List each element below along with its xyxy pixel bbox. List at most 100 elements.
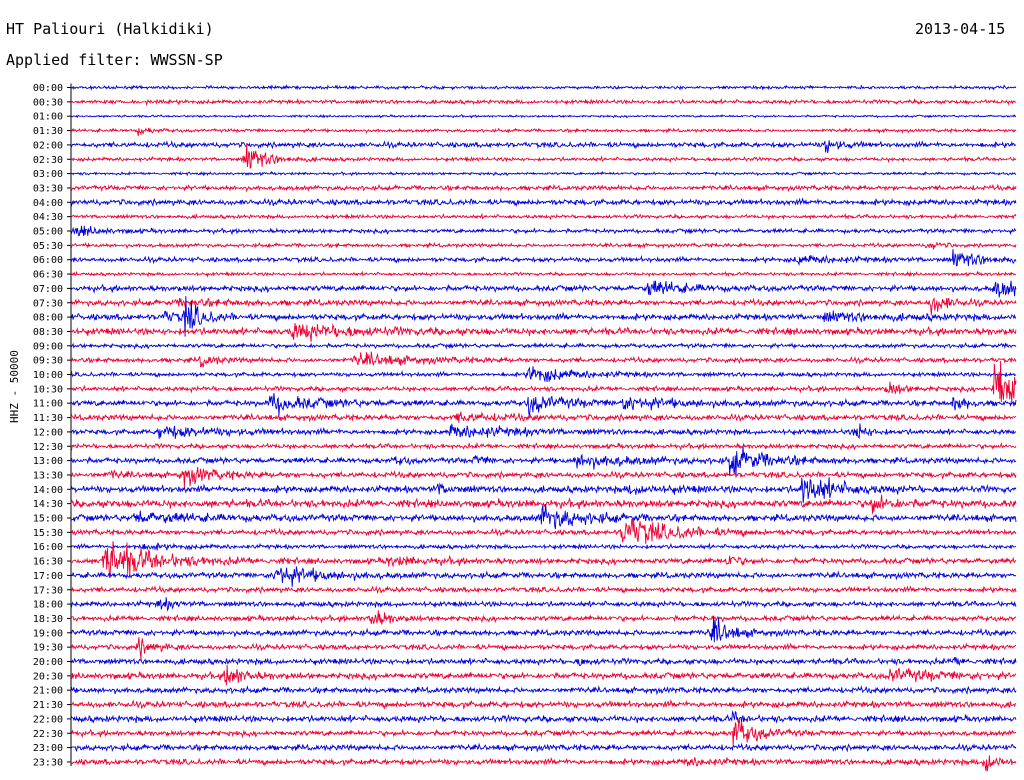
row-time-label: 22:30: [33, 729, 63, 740]
trace-row-0400: [70, 197, 1017, 208]
row-time-label: 08:00: [33, 313, 63, 324]
row-time-label: 11:00: [33, 399, 63, 410]
row-time-label: 12:00: [33, 427, 63, 438]
station-title: HT Paliouri (Halkidiki): [6, 20, 214, 38]
seismic-traces: [70, 84, 1017, 772]
trace-row-0130: [70, 127, 1017, 137]
trace-row-0100: [70, 113, 1017, 119]
row-time-label: 20:30: [33, 671, 63, 682]
row-time-label: 00:00: [33, 83, 63, 94]
trace-row-2100: [70, 685, 1017, 696]
trace-row-0800: [70, 296, 1017, 337]
trace-row-1200: [70, 423, 1017, 440]
trace-row-1530: [70, 518, 1017, 544]
row-time-label: 03:00: [33, 169, 63, 180]
row-time-label: 14:30: [33, 499, 63, 510]
trace-row-0000: [70, 84, 1017, 91]
row-time-label: 23:30: [33, 757, 63, 768]
row-time-label: 18:00: [33, 600, 63, 611]
row-time-label: 22:00: [33, 714, 63, 725]
row-time-label: 21:00: [33, 686, 63, 697]
trace-row-0300: [71, 170, 1017, 177]
trace-row-0600: [70, 249, 1017, 267]
row-time-label: 01:00: [33, 112, 63, 123]
trace-row-0200: [70, 140, 1017, 153]
trace-row-1130: [70, 411, 1017, 423]
row-time-label: 15:00: [33, 514, 63, 525]
trace-row-0630: [70, 270, 1017, 278]
row-time-label: 13:30: [33, 470, 63, 481]
row-time-label: 02:00: [33, 140, 63, 151]
trace-row-0030: [70, 97, 1017, 107]
row-time-label: 12:30: [33, 442, 63, 453]
trace-row-2000: [70, 656, 1017, 667]
row-time-label: 00:30: [33, 97, 63, 108]
row-time-label: 06:30: [33, 270, 63, 281]
row-time-label: 03:30: [33, 183, 63, 194]
trace-row-2300: [70, 742, 1017, 753]
time-axis: 00:00 00:30 01:00 01:30 02:00 02:30 03:00 03:30…: [33, 83, 72, 768]
row-time-label: 02:30: [33, 155, 63, 166]
filter-label: Applied filter: WWSSN-SP: [6, 51, 223, 69]
row-time-label: 06:00: [33, 255, 63, 266]
trace-row-2230: [70, 718, 1017, 746]
row-time-label: 09:30: [33, 356, 63, 367]
row-time-label: 13:00: [33, 456, 63, 467]
trace-row-1230: [70, 441, 1017, 451]
trace-row-1500: [70, 503, 1017, 530]
row-time-label: 01:30: [33, 126, 63, 137]
row-time-label: 21:30: [33, 700, 63, 711]
trace-row-0700: [70, 280, 1017, 298]
trace-row-0900: [70, 341, 1017, 351]
trace-row-1600: [70, 542, 1017, 551]
trace-row-1030: [70, 360, 1017, 403]
trace-row-1930: [70, 637, 1017, 660]
row-time-label: 19:30: [33, 643, 63, 654]
trace-row-2200: [70, 710, 1017, 724]
trace-row-0930: [70, 351, 1017, 368]
row-time-label: 07:00: [33, 284, 63, 295]
trace-row-0530: [70, 241, 1017, 250]
row-time-label: 16:00: [33, 542, 63, 553]
trace-row-1800: [70, 597, 1017, 612]
trace-row-1100: [70, 393, 1017, 417]
trace-row-1630: [70, 541, 1017, 578]
row-time-label: 05:00: [33, 227, 63, 238]
row-time-label: 20:00: [33, 657, 63, 668]
row-time-label: 23:00: [33, 743, 63, 754]
trace-row-0500: [70, 225, 1017, 237]
trace-row-0230: [70, 143, 1017, 169]
row-time-label: 04:00: [33, 198, 63, 209]
row-time-label: 18:30: [33, 614, 63, 625]
row-time-label: 08:30: [33, 327, 63, 338]
trace-row-1700: [70, 566, 1017, 587]
trace-row-1900: [70, 615, 1017, 643]
trace-row-1430: [70, 494, 1017, 514]
row-time-label: 05:30: [33, 241, 63, 252]
row-time-label: 10:00: [33, 370, 63, 381]
row-time-label: 04:30: [33, 212, 63, 223]
row-time-label: 07:30: [33, 298, 63, 309]
record-date: 2013-04-15: [915, 20, 1006, 38]
trace-row-1000: [70, 366, 1017, 383]
trace-row-2130: [70, 699, 1017, 710]
trace-row-0830: [70, 322, 1017, 342]
row-time-label: 17:00: [33, 571, 63, 582]
trace-row-1400: [70, 477, 1017, 503]
row-time-label: 16:30: [33, 557, 63, 568]
row-time-label: 11:30: [33, 413, 63, 424]
trace-row-0430: [70, 212, 1017, 221]
trace-row-1330: [70, 466, 1017, 488]
row-time-label: 15:30: [33, 528, 63, 539]
row-time-label: 14:00: [33, 485, 63, 496]
trace-row-1300: [70, 445, 1017, 476]
row-time-label: 10:30: [33, 384, 63, 395]
row-time-label: 09:00: [33, 341, 63, 352]
trace-row-0730: [70, 297, 1017, 316]
trace-row-0330: [70, 183, 1017, 193]
row-time-label: 17:30: [33, 585, 63, 596]
trace-row-2030: [70, 664, 1017, 686]
trace-row-2330: [70, 755, 1017, 772]
trace-row-1830: [70, 610, 1017, 625]
